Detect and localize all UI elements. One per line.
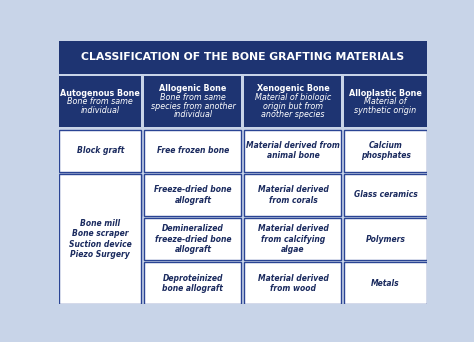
FancyBboxPatch shape bbox=[59, 76, 141, 128]
FancyBboxPatch shape bbox=[145, 262, 241, 304]
FancyBboxPatch shape bbox=[345, 174, 427, 216]
Text: Free frozen bone: Free frozen bone bbox=[157, 146, 229, 155]
Text: Calcium
phosphates: Calcium phosphates bbox=[361, 141, 410, 160]
Text: Polymers: Polymers bbox=[365, 235, 405, 244]
Text: Freeze-dried bone
allograft: Freeze-dried bone allograft bbox=[154, 185, 232, 205]
FancyBboxPatch shape bbox=[245, 262, 341, 304]
Text: Glass ceramics: Glass ceramics bbox=[354, 190, 418, 199]
Text: Autogenous Bone: Autogenous Bone bbox=[60, 89, 140, 97]
FancyBboxPatch shape bbox=[145, 130, 241, 172]
FancyBboxPatch shape bbox=[345, 130, 427, 172]
FancyBboxPatch shape bbox=[345, 76, 427, 128]
Text: Metals: Metals bbox=[371, 279, 400, 288]
Text: Deproteinized
bone allograft: Deproteinized bone allograft bbox=[163, 274, 223, 293]
Text: Bone from same: Bone from same bbox=[160, 93, 226, 102]
Text: Material derived
from calcifying
algae: Material derived from calcifying algae bbox=[257, 224, 328, 254]
FancyBboxPatch shape bbox=[245, 130, 341, 172]
Text: origin but from: origin but from bbox=[263, 102, 323, 110]
FancyBboxPatch shape bbox=[145, 174, 241, 216]
FancyBboxPatch shape bbox=[245, 218, 341, 260]
FancyBboxPatch shape bbox=[245, 76, 341, 128]
Text: Bone from same: Bone from same bbox=[67, 97, 133, 106]
FancyBboxPatch shape bbox=[145, 76, 241, 128]
Text: Material of: Material of bbox=[364, 97, 407, 106]
Text: Bone mill
Bone scraper
Suction device
Piezo Surgery: Bone mill Bone scraper Suction device Pi… bbox=[69, 175, 132, 215]
Text: CLASSIFICATION OF THE BONE GRAFTING MATERIALS: CLASSIFICATION OF THE BONE GRAFTING MATE… bbox=[82, 53, 404, 63]
Text: Bone mill
Bone scraper
Suction device
Piezo Surgery: Bone mill Bone scraper Suction device Pi… bbox=[69, 219, 132, 259]
Text: species from another: species from another bbox=[151, 102, 235, 110]
FancyBboxPatch shape bbox=[59, 41, 427, 74]
FancyBboxPatch shape bbox=[59, 130, 141, 172]
Text: synthetic origin: synthetic origin bbox=[355, 106, 417, 115]
Text: Block graft: Block graft bbox=[77, 146, 124, 155]
Text: Demineralized
freeze-dried bone
allograft: Demineralized freeze-dried bone allograf… bbox=[155, 224, 231, 254]
Text: Material derived
from corals: Material derived from corals bbox=[257, 185, 328, 205]
FancyBboxPatch shape bbox=[345, 262, 427, 304]
Text: another species: another species bbox=[261, 110, 325, 119]
FancyBboxPatch shape bbox=[245, 174, 341, 216]
Text: Alloplastic Bone: Alloplastic Bone bbox=[349, 89, 422, 97]
FancyBboxPatch shape bbox=[59, 174, 141, 216]
FancyBboxPatch shape bbox=[345, 218, 427, 260]
Text: Material derived
from wood: Material derived from wood bbox=[257, 274, 328, 293]
Text: individual: individual bbox=[81, 106, 120, 115]
Text: Material of biologic: Material of biologic bbox=[255, 93, 331, 102]
Text: individual: individual bbox=[173, 110, 212, 119]
FancyBboxPatch shape bbox=[59, 174, 141, 304]
Text: Allogenic Bone: Allogenic Bone bbox=[159, 84, 227, 93]
FancyBboxPatch shape bbox=[59, 174, 141, 304]
FancyBboxPatch shape bbox=[145, 218, 241, 260]
Text: Xenogenic Bone: Xenogenic Bone bbox=[256, 84, 329, 93]
Text: Material derived from
animal bone: Material derived from animal bone bbox=[246, 141, 340, 160]
